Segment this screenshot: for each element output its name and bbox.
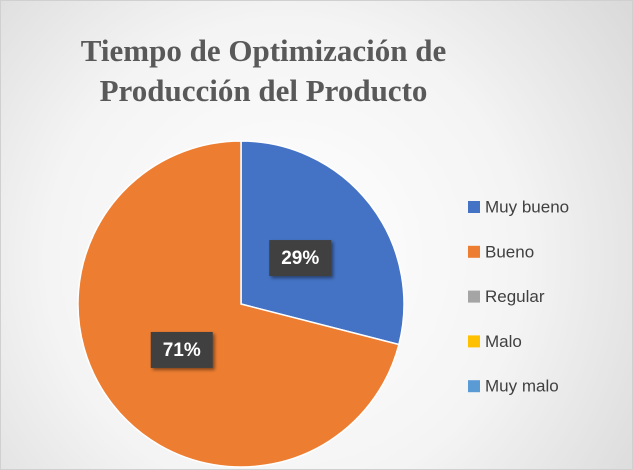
data-label: 29% [281, 248, 319, 269]
legend-swatch [468, 380, 480, 393]
legend-label: Regular [485, 287, 545, 306]
legend-swatch [468, 290, 480, 303]
legend-swatch [468, 245, 480, 258]
chart-title: Tiempo de Optimización de Producción del… [80, 33, 447, 108]
legend-label: Muy bueno [485, 197, 569, 216]
data-label-box [150, 331, 213, 368]
legend-label: Bueno [485, 242, 534, 261]
data-label-box [269, 240, 332, 277]
legend-label: Muy malo [485, 377, 559, 396]
legend-swatch [468, 335, 480, 348]
legend-swatch [468, 201, 480, 213]
pie-slice [77, 140, 400, 468]
legend-label: Malo [485, 332, 522, 351]
data-label: 71% [163, 340, 201, 361]
